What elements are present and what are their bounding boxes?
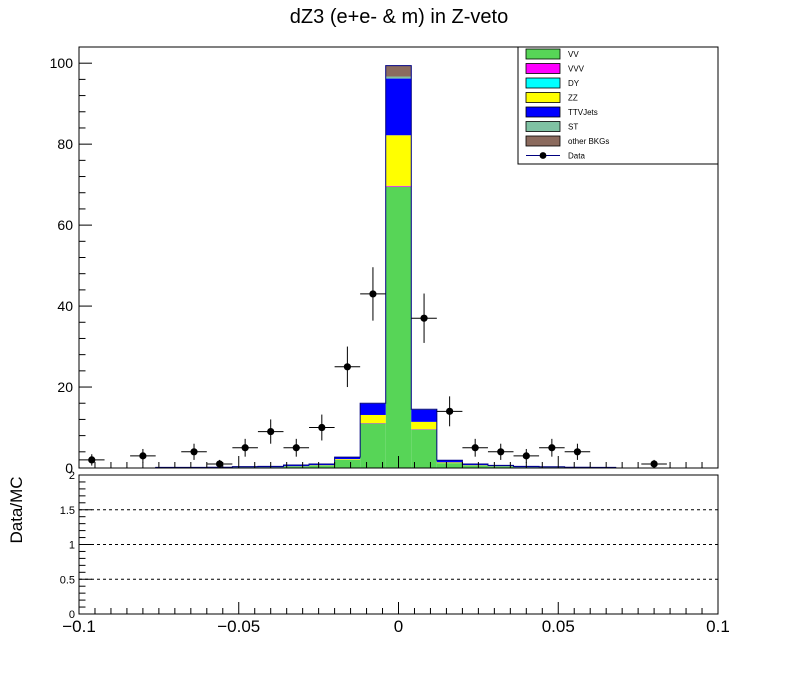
bar-ttvjets-bin-10 [334,457,361,460]
data-point-8 [343,363,351,371]
bar-ttvjets-bin-8 [283,464,310,467]
bar-vv-bin-9 [309,465,335,468]
bar-ttvjets-bin-11 [360,403,386,415]
legend-swatch-1 [525,63,561,74]
bar-zz-bin-13 [411,421,437,430]
bar-zz-bin-11 [360,414,386,424]
bar-vv-bin-12 [385,186,412,468]
data-point-15 [548,444,556,452]
data-point-16 [573,448,582,456]
x-tick-label-2: 0 [394,617,403,636]
y-tick-label-5: 100 [50,55,74,71]
ratio-reference-lines [79,509,718,580]
bar-vv-bin-15 [462,465,488,468]
bar-zz-bin-12 [385,135,412,186]
ratio-y-axis-label: Data/MC [7,476,26,543]
data-point-12 [471,444,479,452]
chart-title: dZ3 (e+e- & m) in Z-veto [290,6,508,28]
bar-vv-bin-10 [334,459,361,468]
legend-label-4: TTVJets [568,108,598,117]
legend-swatch-5 [525,121,561,132]
ratio-y-tick-label-1: 0.5 [60,574,75,586]
data-point-0 [88,456,96,464]
top-pad-stacked-bars [79,65,718,469]
legend-swatch-3 [525,92,561,103]
bar-other-bkgs-bin-12 [385,65,412,77]
legend-label-0: VV [568,50,579,59]
ratio-y-tick-label-2: 1 [69,540,75,552]
bar-vv-bin-11 [360,423,386,468]
data-point-2 [190,448,198,456]
y-tick-label-2: 40 [57,298,73,314]
bar-vvv-bin-12 [385,185,412,187]
y-tick-label-0: 0 [65,460,73,476]
legend-label-6: other BKGs [568,137,609,146]
bar-vv-bin-14 [436,463,463,468]
data-point-13 [497,448,505,456]
bar-ttvjets-bin-14 [436,460,463,463]
legend-swatch-0 [525,48,561,60]
y-tick-label-4: 80 [57,136,73,152]
top-pad-axes: 0 20 40 60 80 100 [50,46,719,476]
data-point-14 [522,452,530,460]
data-point-3 [215,460,224,468]
x-tick-label-4: 0.1 [706,617,730,636]
bar-ttvjets-bin-9 [309,463,335,466]
ratio-pad-axes: 0 0.5 1 1.5 2 −0.1 −0.05 0 0.05 0.1 [60,470,730,636]
legend-swatch-4 [525,106,561,118]
data-point-9 [369,290,377,298]
ratio-y-tick-label-3: 1.5 [60,505,75,517]
data-point-6 [292,444,300,452]
legend-label-1: VVV [568,65,585,74]
bar-vv-bin-16 [487,466,514,468]
data-point-5 [267,427,275,436]
legend-label-5: ST [568,123,578,132]
bar-ttvjets-bin-12 [385,78,412,136]
legend-swatch-6 [525,135,561,147]
legend-label-2: DY [568,79,580,88]
data-point-4 [241,444,249,452]
legend-label-3: ZZ [568,94,578,103]
ratio-y-tick-label-4: 2 [69,470,75,482]
legend-label-7: Data [568,152,585,161]
ratio-y-tick-label-0: 0 [69,609,75,621]
x-tick-label-0: −0.1 [62,617,96,636]
data-point-1 [139,452,147,460]
data-point-11 [446,407,454,415]
bar-ttvjets-bin-15 [462,463,488,466]
x-tick-label-1: −0.05 [217,617,260,636]
y-tick-label-3: 60 [57,217,73,233]
y-tick-label-1: 20 [57,379,73,395]
data-point-7 [318,423,326,432]
bar-ttvjets-bin-13 [411,409,437,422]
bar-zz-bin-10 [334,459,361,460]
legend-swatch-2 [525,77,561,89]
data-point-10 [420,314,428,322]
top-pad-data-points [79,267,667,468]
legend-data-marker [539,152,547,159]
stack-outline [79,65,718,469]
bar-vv-bin-8 [283,466,310,468]
bar-zz-bin-14 [436,462,463,464]
bar-st-bin-12 [385,76,412,79]
x-tick-label-3: 0.05 [542,617,575,636]
bar-vv-bin-13 [411,429,437,468]
